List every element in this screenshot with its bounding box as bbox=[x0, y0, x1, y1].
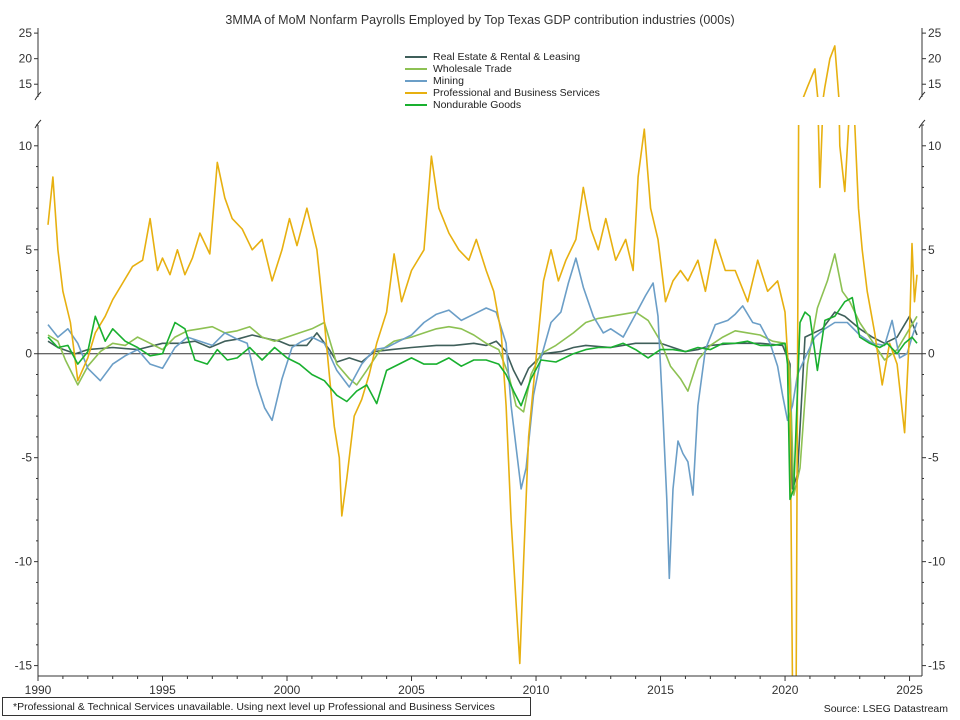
legend-swatch bbox=[405, 55, 427, 59]
y-tick-label-right: -10 bbox=[928, 555, 946, 569]
axis-break-right-upper bbox=[918, 91, 926, 101]
axis-break-left-main bbox=[34, 119, 42, 129]
y-tick-label-right: 5 bbox=[928, 243, 935, 257]
chart-title: 3MMA of MoM Nonfarm Payrolls Employed by… bbox=[225, 13, 735, 27]
x-tick-label: 2000 bbox=[274, 683, 301, 697]
upper-y-tick-label-right: 20 bbox=[928, 52, 942, 66]
x-tick-label: 2025 bbox=[896, 683, 923, 697]
legend-label: Nondurable Goods bbox=[433, 99, 522, 111]
legend-label: Professional and Business Services bbox=[433, 87, 600, 99]
legend-label: Mining bbox=[433, 75, 464, 87]
legend-item-mining: Mining bbox=[405, 75, 600, 87]
y-tick-label-right: -5 bbox=[928, 451, 939, 465]
y-tick-label-left: -10 bbox=[15, 555, 33, 569]
x-tick-label: 2020 bbox=[772, 683, 799, 697]
y-tick-label-left: -5 bbox=[21, 451, 32, 465]
y-tick-label-left: 0 bbox=[25, 347, 32, 361]
series-line-nondurable-goods bbox=[47, 296, 918, 501]
chart-source: Source: LSEG Datastream bbox=[823, 703, 948, 715]
legend-item-professional-and-business-services: Professional and Business Services bbox=[405, 87, 600, 99]
y-tick-label-right: 10 bbox=[928, 139, 942, 153]
y-tick-label-left: 5 bbox=[25, 243, 32, 257]
series-line-upper-professional-and-business-services bbox=[802, 45, 840, 97]
upper-y-tick-label-right: 25 bbox=[928, 26, 942, 40]
legend-swatch bbox=[405, 91, 427, 95]
legend-label: Wholesale Trade bbox=[433, 63, 512, 75]
upper-y-tick-label-right: 15 bbox=[928, 77, 942, 91]
x-tick-label: 1995 bbox=[149, 683, 176, 697]
legend-item-real-estate-rental-leasing: Real Estate & Rental & Leasing bbox=[405, 51, 600, 63]
upper-y-tick-label-left: 25 bbox=[19, 26, 33, 40]
series-line-professional-and-business-services bbox=[47, 125, 918, 676]
axis-break-right-main bbox=[918, 119, 926, 129]
legend-swatch bbox=[405, 103, 427, 107]
series-line-mining bbox=[47, 257, 918, 580]
upper-y-tick-label-left: 20 bbox=[19, 52, 33, 66]
x-tick-label: 1990 bbox=[25, 683, 52, 697]
y-tick-label-left: -15 bbox=[15, 659, 33, 673]
chart-footnote: *Professional & Technical Services unava… bbox=[2, 697, 531, 716]
upper-y-tick-label-left: 15 bbox=[19, 77, 33, 91]
axis-break-left-upper bbox=[34, 91, 42, 101]
x-tick-label: 2015 bbox=[647, 683, 674, 697]
y-tick-label-left: 10 bbox=[19, 139, 33, 153]
series-layer bbox=[38, 45, 922, 676]
x-tick-label: 2010 bbox=[523, 683, 550, 697]
legend-item-wholesale-trade: Wholesale Trade bbox=[405, 63, 600, 75]
y-tick-label-right: 0 bbox=[928, 347, 935, 361]
x-tick-label: 2005 bbox=[398, 683, 425, 697]
legend-swatch bbox=[405, 79, 427, 83]
series-line-wholesale-trade bbox=[47, 253, 918, 496]
legend-swatch bbox=[405, 67, 427, 71]
y-tick-label-right: -15 bbox=[928, 659, 946, 673]
legend-item-nondurable-goods: Nondurable Goods bbox=[405, 99, 600, 111]
legend-label: Real Estate & Rental & Leasing bbox=[433, 51, 581, 63]
chart-legend: Real Estate & Rental & Leasing Wholesale … bbox=[405, 51, 600, 111]
